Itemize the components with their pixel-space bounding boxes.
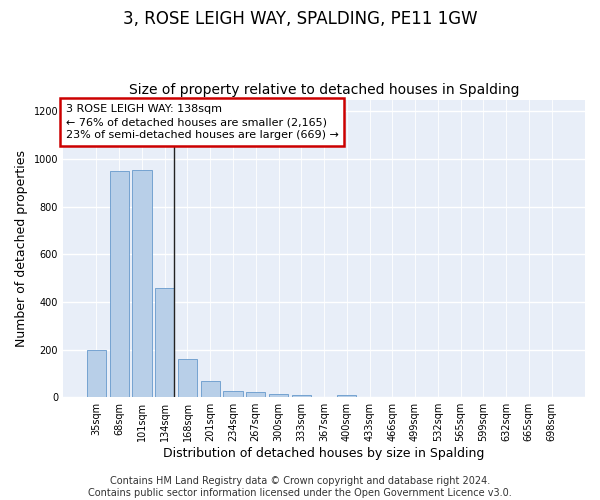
Bar	[200, 380, 220, 397]
Text: 3 ROSE LEIGH WAY: 138sqm
← 76% of detached houses are smaller (2,165)
23% of sem: 3 ROSE LEIGH WAY: 138sqm ← 76% of detach…	[65, 104, 338, 141]
Bar	[292, 395, 311, 397]
Bar	[178, 359, 197, 397]
Bar	[132, 170, 152, 397]
Bar	[223, 392, 242, 397]
Text: Contains HM Land Registry data © Crown copyright and database right 2024.
Contai: Contains HM Land Registry data © Crown c…	[88, 476, 512, 498]
X-axis label: Distribution of detached houses by size in Spalding: Distribution of detached houses by size …	[163, 447, 485, 460]
Bar	[246, 392, 265, 397]
Y-axis label: Number of detached properties: Number of detached properties	[15, 150, 28, 347]
Title: Size of property relative to detached houses in Spalding: Size of property relative to detached ho…	[129, 83, 519, 97]
Bar	[269, 394, 288, 397]
Bar	[155, 288, 175, 397]
Text: 3, ROSE LEIGH WAY, SPALDING, PE11 1GW: 3, ROSE LEIGH WAY, SPALDING, PE11 1GW	[122, 10, 478, 28]
Bar	[337, 395, 356, 397]
Bar	[87, 350, 106, 397]
Bar	[110, 171, 129, 397]
